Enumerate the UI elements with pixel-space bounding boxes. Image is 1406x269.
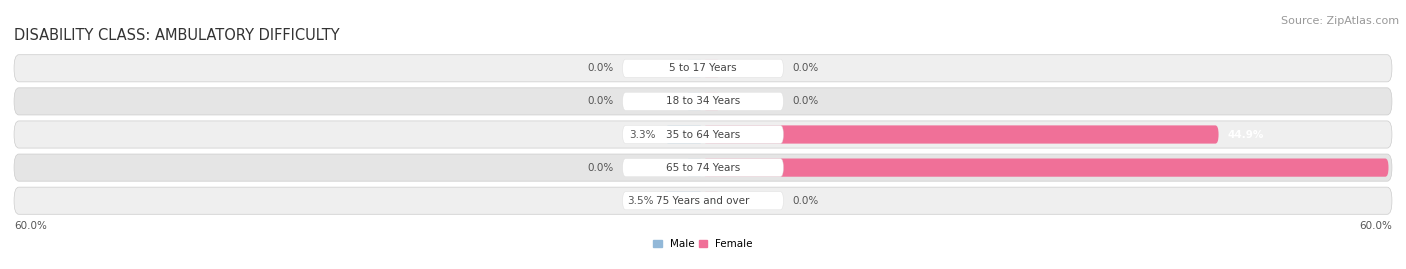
Text: DISABILITY CLASS: AMBULATORY DIFFICULTY: DISABILITY CLASS: AMBULATORY DIFFICULTY <box>14 28 340 43</box>
Text: 0.0%: 0.0% <box>793 63 818 73</box>
FancyBboxPatch shape <box>703 59 720 77</box>
FancyBboxPatch shape <box>623 158 783 177</box>
Legend: Male, Female: Male, Female <box>650 235 756 253</box>
FancyBboxPatch shape <box>686 59 703 77</box>
Text: 60.0%: 60.0% <box>1360 221 1392 231</box>
Text: 65 to 74 Years: 65 to 74 Years <box>666 162 740 173</box>
Text: 5 to 17 Years: 5 to 17 Years <box>669 63 737 73</box>
FancyBboxPatch shape <box>623 92 783 111</box>
FancyBboxPatch shape <box>703 158 1389 177</box>
FancyBboxPatch shape <box>703 125 1219 144</box>
Text: 3.3%: 3.3% <box>630 129 657 140</box>
FancyBboxPatch shape <box>14 154 1392 181</box>
Text: 0.0%: 0.0% <box>793 196 818 206</box>
FancyBboxPatch shape <box>703 192 720 210</box>
Text: 35 to 64 Years: 35 to 64 Years <box>666 129 740 140</box>
FancyBboxPatch shape <box>623 125 783 144</box>
FancyBboxPatch shape <box>14 55 1392 82</box>
Text: 75 Years and over: 75 Years and over <box>657 196 749 206</box>
FancyBboxPatch shape <box>623 192 783 210</box>
FancyBboxPatch shape <box>14 88 1392 115</box>
FancyBboxPatch shape <box>623 59 783 77</box>
FancyBboxPatch shape <box>686 158 703 177</box>
FancyBboxPatch shape <box>703 92 720 111</box>
Text: 0.0%: 0.0% <box>793 96 818 107</box>
Text: 18 to 34 Years: 18 to 34 Years <box>666 96 740 107</box>
FancyBboxPatch shape <box>14 187 1392 214</box>
FancyBboxPatch shape <box>686 92 703 111</box>
Text: 59.7%: 59.7% <box>1398 162 1406 173</box>
FancyBboxPatch shape <box>665 125 703 144</box>
FancyBboxPatch shape <box>662 192 703 210</box>
Text: 0.0%: 0.0% <box>588 63 613 73</box>
Text: 44.9%: 44.9% <box>1227 129 1264 140</box>
Text: Source: ZipAtlas.com: Source: ZipAtlas.com <box>1281 16 1399 26</box>
Text: 3.5%: 3.5% <box>627 196 654 206</box>
Text: 60.0%: 60.0% <box>14 221 46 231</box>
Text: 0.0%: 0.0% <box>588 96 613 107</box>
FancyBboxPatch shape <box>14 121 1392 148</box>
Text: 0.0%: 0.0% <box>588 162 613 173</box>
